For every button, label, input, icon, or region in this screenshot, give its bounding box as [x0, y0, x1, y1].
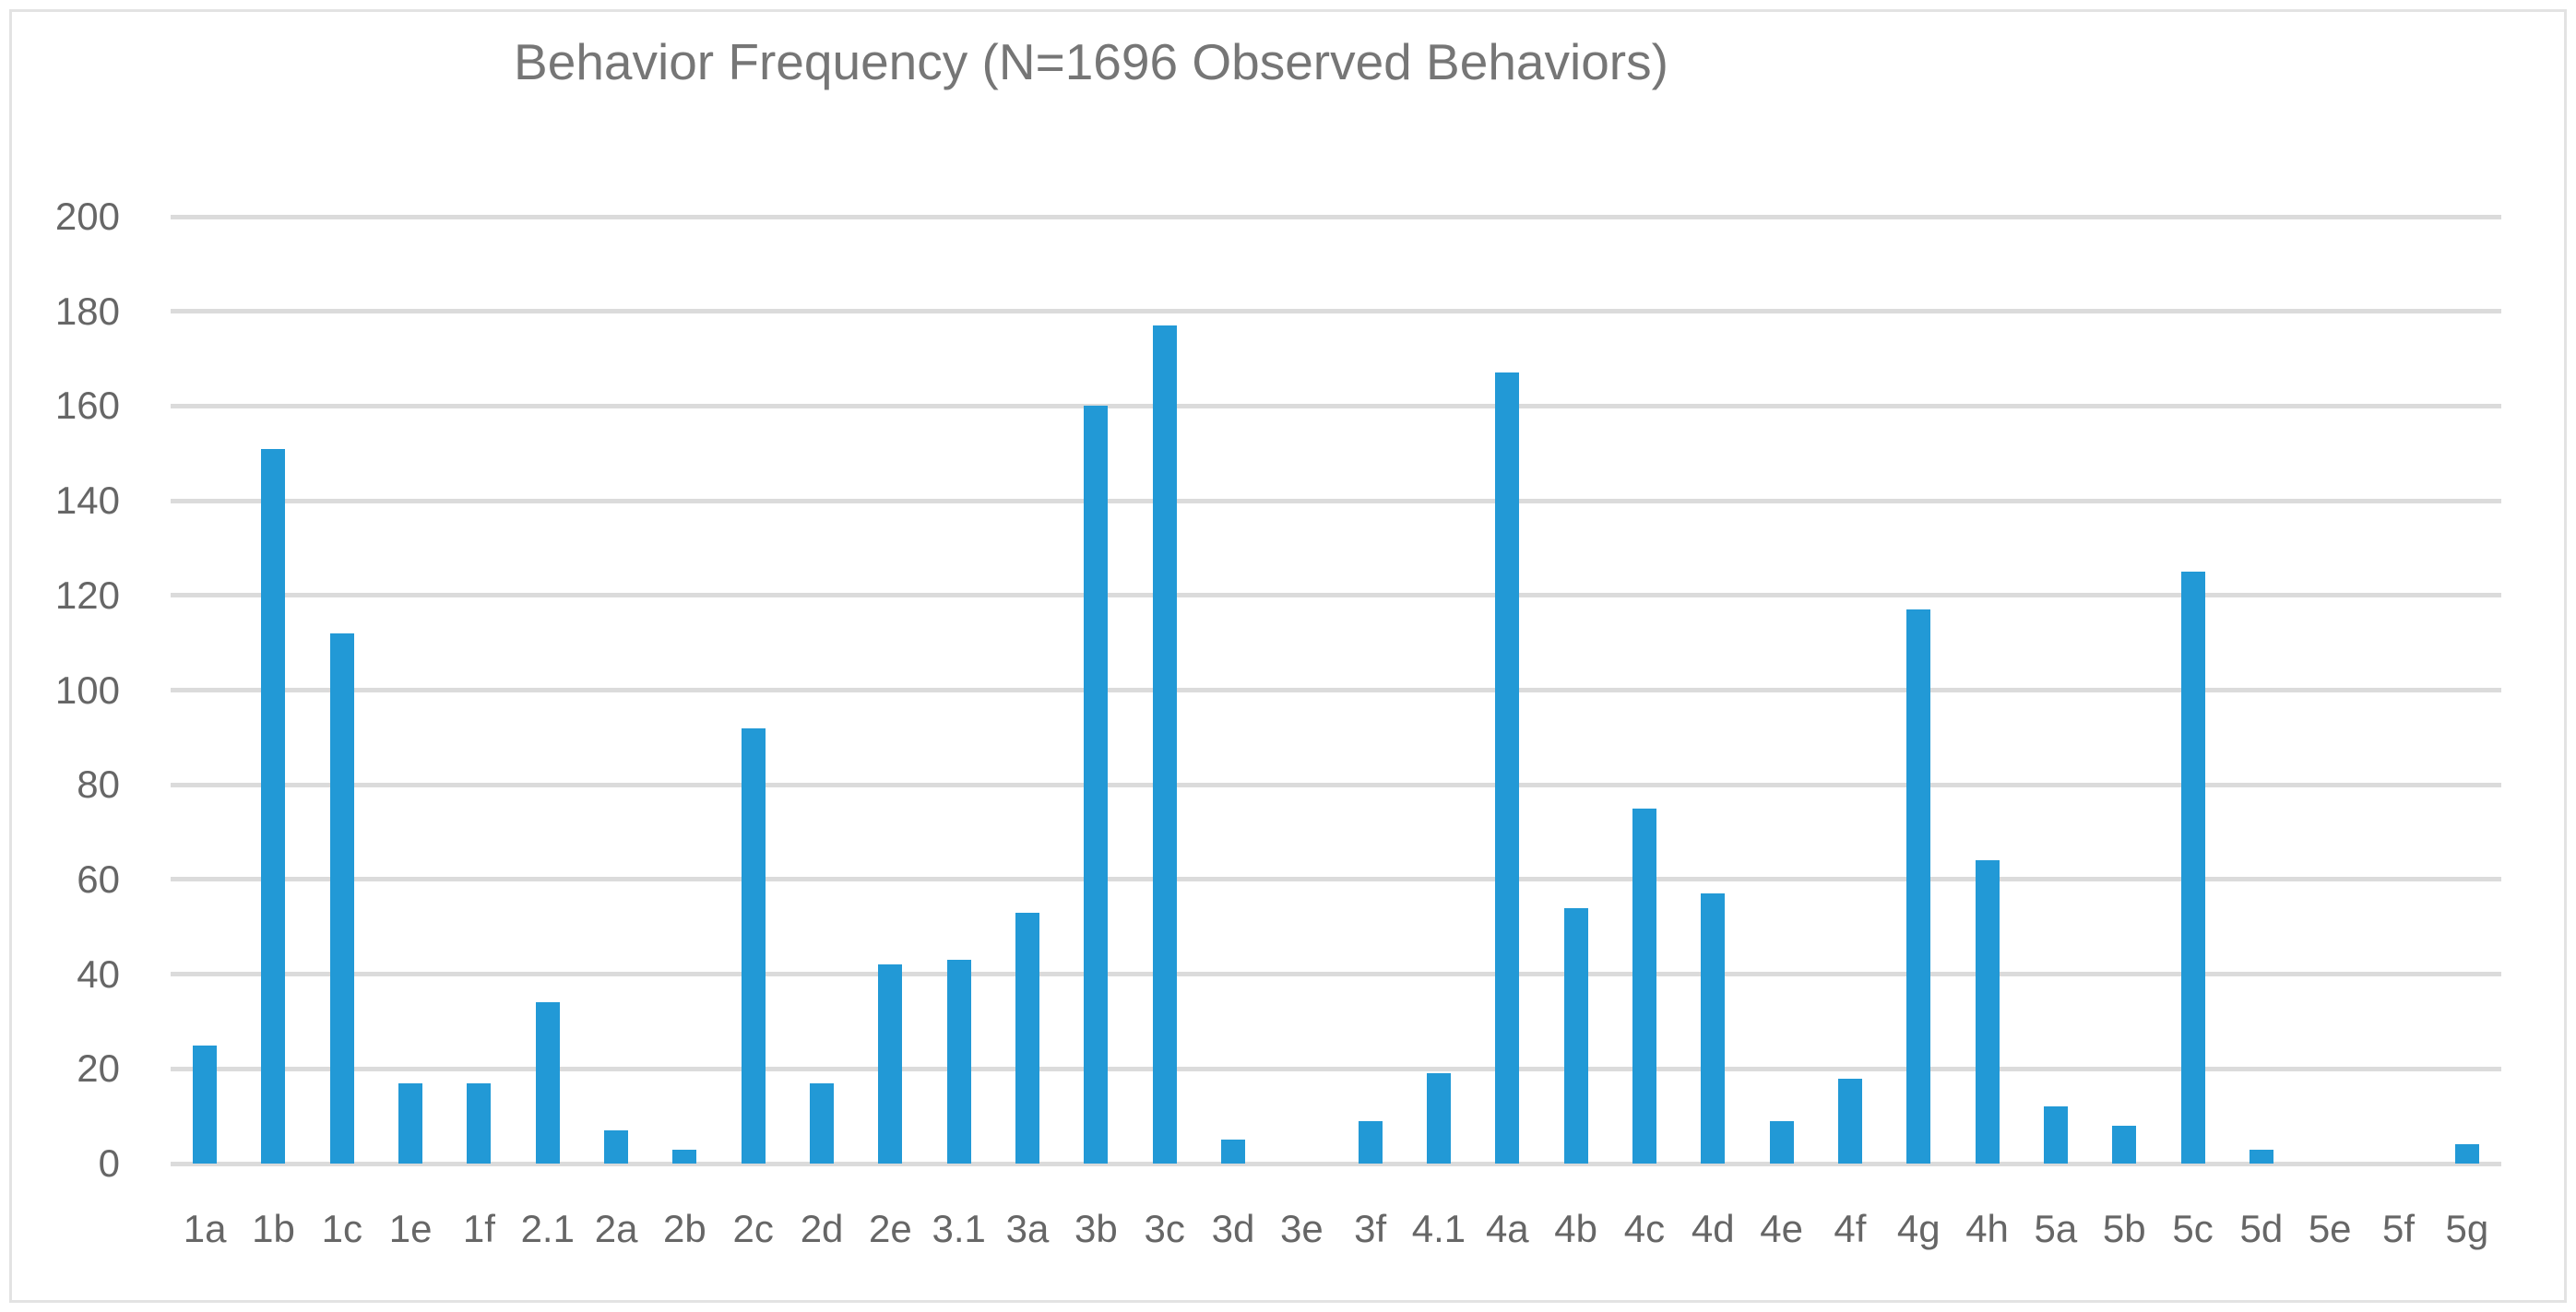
x-axis-label-5a: 5a	[2034, 1207, 2078, 1250]
bar-4.1	[1426, 1073, 1451, 1164]
x-axis-label-3d: 3d	[1211, 1207, 1255, 1250]
x-axis-label-5f: 5f	[2381, 1207, 2416, 1250]
bar-5c	[2180, 572, 2205, 1164]
bar-3.1	[946, 960, 971, 1164]
x-axis-label-5d: 5d	[2239, 1207, 2284, 1250]
bar-4f	[1837, 1078, 1862, 1164]
bar-1a	[193, 1045, 218, 1164]
chart-frame	[9, 9, 2567, 1303]
bar-1e	[398, 1082, 423, 1164]
y-axis-tick-label: 80	[77, 762, 120, 807]
bar-5d	[2249, 1149, 2273, 1164]
x-axis-label-3c: 3c	[1144, 1207, 1185, 1250]
x-axis-label-5b: 5b	[2102, 1207, 2146, 1250]
x-axis-label-1a: 1a	[183, 1207, 227, 1250]
bar-3b	[1084, 406, 1109, 1164]
bar-1b	[261, 448, 286, 1164]
bar-4g	[1906, 609, 1931, 1164]
x-axis-label-4.1: 4.1	[1411, 1207, 1466, 1250]
bar-4e	[1769, 1120, 1794, 1164]
x-axis-label-4d: 4d	[1691, 1207, 1735, 1250]
gridline-y-0	[171, 1161, 2501, 1166]
x-axis-label-2.1: 2.1	[520, 1207, 575, 1250]
bar-5b	[2112, 1125, 2137, 1164]
bar-2b	[672, 1149, 697, 1164]
x-axis-label-2a: 2a	[594, 1207, 638, 1250]
bar-3d	[1221, 1140, 1245, 1164]
bar-3f	[1358, 1120, 1383, 1164]
x-axis-label-4g: 4g	[1896, 1207, 1941, 1250]
x-axis-label-1c: 1c	[321, 1207, 362, 1250]
x-axis-label-3.1: 3.1	[932, 1207, 986, 1250]
x-axis-label-4a: 4a	[1485, 1207, 1529, 1250]
x-axis-label-3f: 3f	[1354, 1207, 1387, 1250]
bar-4a	[1495, 372, 1520, 1164]
bar-2c	[741, 727, 766, 1164]
bar-4h	[1975, 860, 2000, 1164]
y-axis-tick-label: 140	[54, 479, 120, 523]
x-axis-label-2b: 2b	[663, 1207, 706, 1250]
bar-2a	[604, 1130, 629, 1164]
bar-5a	[2043, 1106, 2068, 1164]
x-axis-label-4e: 4e	[1760, 1207, 1803, 1250]
x-axis-label-3a: 3a	[1005, 1207, 1050, 1250]
y-axis-tick-label: 160	[54, 384, 120, 428]
x-axis-label-3b: 3b	[1074, 1207, 1118, 1250]
y-axis-tick-label: 100	[54, 668, 120, 712]
gridline-y-140	[171, 498, 2501, 503]
y-axis-tick-label: 40	[77, 951, 120, 996]
x-axis-label-5e: 5e	[2308, 1207, 2352, 1250]
bar-2.1	[535, 1002, 560, 1164]
y-axis-tick-label: 200	[54, 195, 120, 238]
bar-1c	[329, 632, 354, 1164]
x-axis-label-2e: 2e	[869, 1207, 912, 1250]
y-axis-tick-label: 0	[98, 1141, 120, 1185]
gridline-y-180	[171, 309, 2501, 314]
y-axis-tick-label: 180	[54, 289, 120, 333]
x-axis-label-2c: 2c	[732, 1207, 774, 1250]
y-axis-tick-label: 20	[77, 1046, 120, 1091]
x-axis-label-5c: 5c	[2172, 1207, 2214, 1250]
gridline-y-120	[171, 593, 2501, 598]
y-axis-tick-label: 60	[77, 857, 120, 901]
x-axis-label-5g: 5g	[2445, 1207, 2489, 1250]
x-axis-label-4f: 4f	[1834, 1207, 1867, 1250]
gridline-y-20	[171, 1066, 2501, 1071]
gridline-y-60	[171, 877, 2501, 882]
bar-2d	[810, 1082, 835, 1164]
bar-4b	[1563, 907, 1588, 1164]
gridline-y-40	[171, 972, 2501, 977]
bar-3c	[1152, 325, 1177, 1164]
x-axis-label-4h: 4h	[1965, 1207, 2009, 1250]
bar-2e	[878, 964, 903, 1164]
bar-4c	[1632, 808, 1656, 1164]
bar-4d	[1701, 893, 1726, 1164]
gridline-y-100	[171, 688, 2501, 692]
x-axis-label-1e: 1e	[388, 1207, 433, 1250]
x-axis-label-2d: 2d	[800, 1207, 844, 1250]
x-axis-label-1f: 1f	[462, 1207, 495, 1250]
bar-3a	[1015, 912, 1040, 1164]
y-axis-tick-label: 120	[54, 573, 120, 617]
x-axis-label-4c: 4c	[1623, 1207, 1666, 1250]
bar-1f	[467, 1082, 492, 1164]
x-axis-label-1b: 1b	[252, 1207, 295, 1250]
chart-title: Behavior Frequency (N=1696 Observed Beha…	[514, 33, 1668, 90]
gridline-y-160	[171, 403, 2501, 408]
gridline-y-200	[171, 214, 2501, 219]
gridline-y-80	[171, 782, 2501, 787]
bar-5g	[2454, 1144, 2479, 1164]
x-axis-label-4b: 4b	[1554, 1207, 1597, 1250]
x-axis-label-3e: 3e	[1279, 1207, 1324, 1250]
